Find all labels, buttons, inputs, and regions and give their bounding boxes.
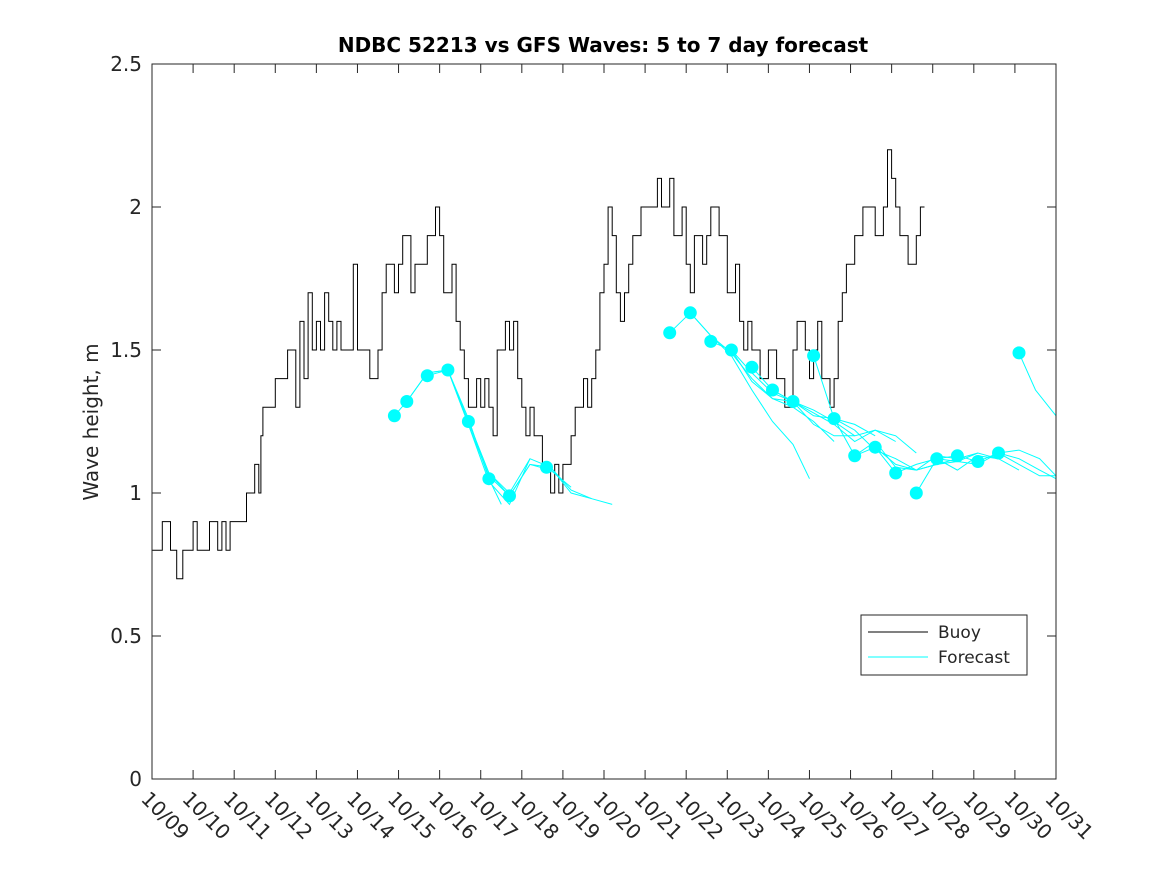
y-axis-label: Wave height, m	[79, 343, 103, 500]
legend-label-forecast: Forecast	[938, 648, 1010, 668]
forecast-point-3	[441, 363, 455, 377]
forecast-point-19	[889, 466, 903, 480]
forecast-point-20	[909, 486, 923, 500]
forecast-point-17	[848, 449, 862, 463]
chart-title: NDBC 52213 vs GFS Waves: 5 to 7 day fore…	[338, 33, 869, 57]
forecast-point-6	[503, 489, 516, 503]
forecast-point-18	[868, 440, 882, 454]
forecast-point-16	[827, 412, 841, 426]
y-tick-label: 2	[129, 195, 142, 219]
forecast-point-4	[461, 415, 475, 428]
forecast-point-7	[540, 460, 553, 474]
forecast-point-24	[992, 446, 1005, 460]
legend-label-buoy: Buoy	[938, 623, 981, 643]
forecast-point-14	[786, 395, 800, 408]
forecast-point-22	[950, 449, 964, 463]
legend-box	[860, 614, 1028, 676]
forecast-point-25	[1012, 346, 1026, 360]
forecast-point-5	[482, 472, 496, 486]
forecast-point-13	[766, 383, 779, 397]
forecast-point-9	[683, 306, 697, 320]
forecast-point-11	[724, 343, 738, 357]
forecast-point-2	[420, 369, 434, 383]
y-tick-label: 1	[129, 481, 142, 505]
forecast-point-0	[387, 409, 401, 423]
forecast-point-15	[807, 349, 821, 363]
forecast-series-line-8	[731, 349, 876, 437]
y-tick-label: 0.5	[110, 624, 142, 648]
y-tick-label: 1.5	[110, 338, 142, 362]
forecast-point-1	[400, 395, 414, 408]
forecast-series-line-18	[1018, 352, 1057, 417]
forecast-series-line-17	[998, 449, 1057, 477]
forecast-point-10	[704, 334, 718, 348]
legend: Buoy Forecast	[860, 614, 1028, 676]
forecast-point-21	[930, 452, 944, 466]
y-tick-label: 0	[129, 767, 142, 791]
forecast-point-12	[745, 360, 759, 374]
forecast-point-23	[971, 455, 985, 468]
forecast-point-8	[663, 326, 677, 340]
y-tick-label: 2.5	[110, 52, 142, 76]
